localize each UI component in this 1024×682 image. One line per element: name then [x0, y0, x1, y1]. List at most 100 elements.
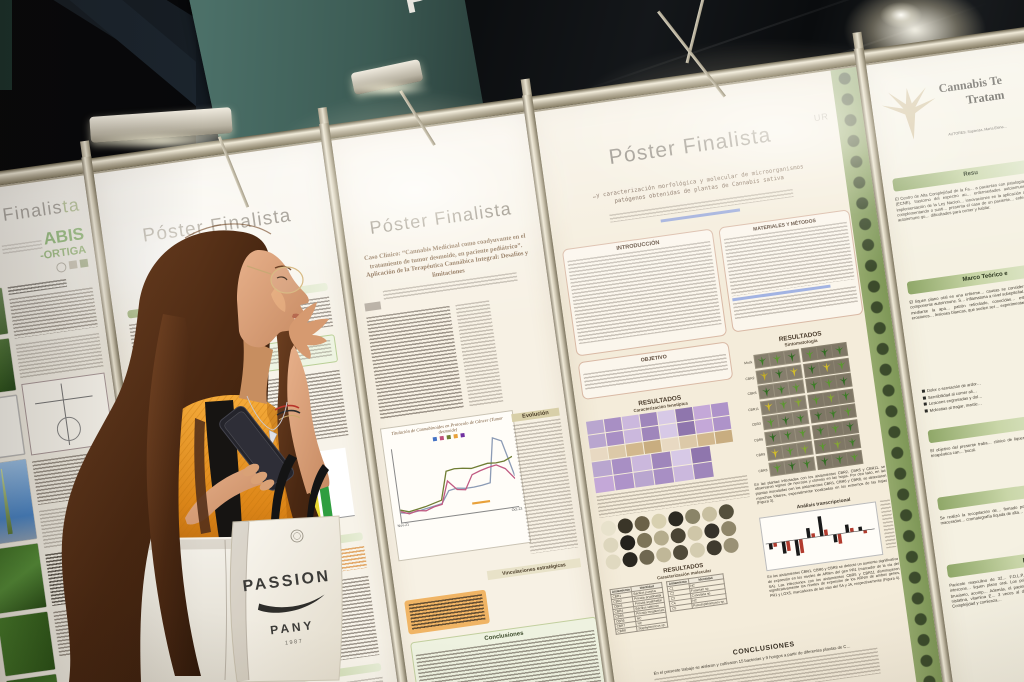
plant-photo-cell — [784, 349, 800, 364]
photo-panel — [811, 418, 860, 439]
poster-board-caso-clinico: Póster Finalista Caso Clínico: “Cannabis… — [331, 113, 636, 682]
culture-plate — [652, 529, 670, 547]
chart-line — [399, 455, 512, 513]
plant-photo-cell — [823, 391, 839, 405]
photo-panel — [757, 379, 806, 400]
plant-photo-cell — [794, 426, 811, 441]
legend-swatch — [432, 436, 438, 442]
body-lines — [455, 300, 504, 408]
chart-line — [400, 437, 515, 514]
expression-bar — [773, 542, 778, 548]
colony-cell — [714, 429, 734, 444]
plant-photo-cell — [831, 452, 848, 467]
symptom-leaf-grid: Mock CBR2 CBR5 CBR11 CBR3 CBR6 CBR9 CBR8 — [736, 339, 884, 479]
culture-plate — [655, 546, 673, 564]
plant-photo-cell — [812, 423, 829, 438]
plant-photo-cell — [786, 365, 802, 379]
plant-photo-cell — [771, 367, 787, 381]
microscopy-cell — [593, 475, 615, 494]
plant-photo-cell — [773, 382, 790, 397]
colony-cell — [661, 437, 680, 452]
expression-bar — [786, 540, 791, 552]
photo-panel — [759, 394, 808, 415]
photo-panel — [768, 456, 816, 477]
culture-plate — [720, 520, 738, 538]
expression-bar — [823, 529, 829, 536]
sky-plant-photo — [0, 459, 37, 546]
chart-line — [399, 464, 516, 515]
transcript-row — [759, 499, 897, 572]
photo-panel — [755, 363, 803, 385]
photo-panel — [807, 387, 855, 409]
colony-cell — [607, 444, 627, 460]
orange-box — [404, 589, 491, 635]
body-lines — [408, 594, 486, 631]
colony-cell — [696, 432, 716, 447]
microscopy-cell — [611, 457, 633, 475]
lamp-glow-strip — [348, 82, 432, 96]
plant-photo-cell — [833, 358, 850, 373]
microscopy-cell — [651, 451, 672, 470]
plant-photo-cell — [821, 375, 837, 390]
isolate-label: Mock — [743, 360, 753, 366]
photo-panel — [800, 341, 849, 363]
plant-spike — [0, 468, 13, 534]
symptom-row: CBR11 — [743, 385, 876, 417]
chart-baseline — [765, 528, 875, 545]
visitor-woman: PASSION PANY 1987 — [61, 223, 343, 682]
necklace-chain — [246, 395, 288, 431]
expression-bar — [858, 526, 863, 532]
photo-panel — [766, 440, 814, 461]
microscopy-cell — [692, 404, 712, 420]
bag-year-text: 1987 — [285, 638, 304, 646]
header-panel-letter: P — [400, 0, 435, 23]
culture-plate — [650, 512, 668, 530]
bag-crease — [245, 521, 250, 681]
microscopy-cell — [591, 459, 613, 478]
bag-shading — [230, 521, 249, 682]
orange-marker-line — [471, 500, 490, 505]
swoosh-graphic — [257, 594, 325, 613]
plant-photo-cell — [801, 347, 818, 362]
x-tick-last: Oct-23 — [511, 506, 523, 513]
microscopy-cell — [673, 464, 695, 483]
culture-plate — [703, 522, 721, 540]
isolate-label: CBR2 — [745, 375, 755, 381]
methods-box: MATERIALES Y MÉTODOS — [718, 209, 864, 333]
photo-panel — [761, 409, 810, 431]
plant-photo-cell — [784, 459, 800, 474]
body-lines — [366, 305, 464, 421]
microscopy-cell — [621, 414, 641, 430]
right-column: MATERIALES Y MÉTODOS RESULTADOS Sintomat… — [718, 209, 901, 599]
light-flare-core — [880, 2, 922, 28]
photo-panel — [809, 403, 857, 424]
lamp-glow — [560, 40, 990, 220]
microscopy-cell — [677, 420, 696, 437]
expression-bar — [817, 516, 824, 537]
plant-photo-cell — [842, 419, 858, 434]
symptom-row: CBR2 — [739, 354, 872, 386]
plant-photo-cell — [829, 437, 846, 452]
photo-panel — [753, 348, 801, 369]
colony-cell — [625, 442, 645, 457]
square-bullet-icon — [924, 409, 928, 413]
symptom-row: CBR3 — [745, 400, 878, 432]
plant-photo-cell — [758, 384, 775, 399]
culture-plate — [669, 527, 687, 545]
culture-plate — [602, 536, 620, 554]
microscopy-cell — [585, 419, 605, 435]
microscopy-cell — [670, 448, 692, 467]
microscopy-cell — [631, 454, 653, 472]
microscopy-cell — [603, 417, 623, 433]
smartphone — [219, 406, 294, 491]
eyebrow — [274, 265, 292, 271]
plant-photo-cell — [838, 389, 854, 403]
tote-bag — [229, 515, 343, 682]
microscopy-cell — [675, 407, 694, 423]
plant-photo-cell — [844, 435, 861, 449]
culture-plate — [701, 505, 718, 523]
expression-bar — [844, 524, 850, 533]
microscopy-cell — [623, 428, 643, 444]
isolate-label: CBR3 — [751, 421, 762, 427]
plant-photo-cell — [827, 421, 844, 436]
